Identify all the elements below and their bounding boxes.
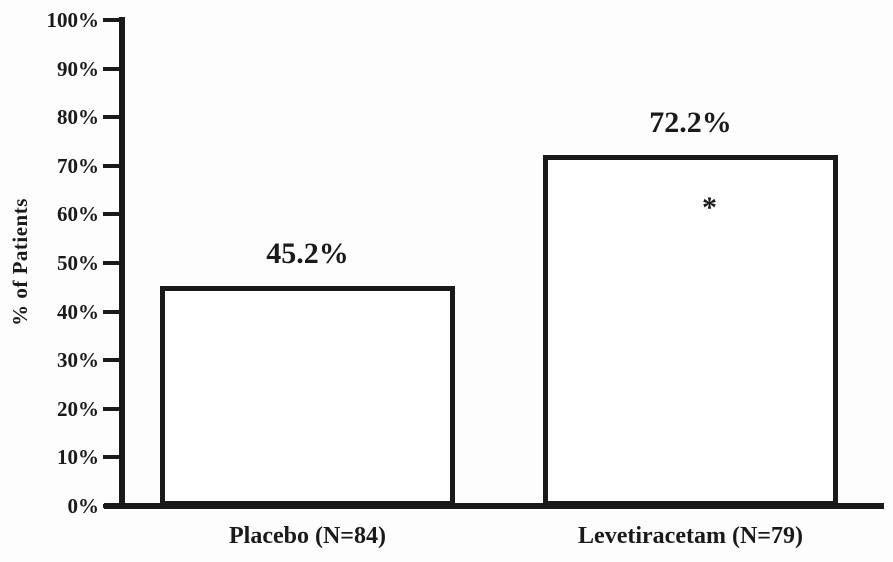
y-tick-label: 60% [57,202,99,227]
y-tick-mark [103,455,121,460]
y-tick-mark [103,66,121,71]
significance-asterisk: * [702,191,717,225]
y-axis-line [119,17,125,509]
y-tick-label: 90% [57,56,99,81]
y-tick-label: 70% [57,153,99,178]
y-tick-mark [103,115,121,120]
y-tick-label: 50% [57,251,99,275]
y-tick-mark [103,309,121,314]
y-tick-mark [103,358,121,363]
y-tick-label: 30% [57,348,99,373]
y-tick-label: 80% [57,105,99,130]
y-tick-mark [103,504,121,508]
bar-2 [543,155,838,506]
x-category-label: Levetiracetam (N=79) [578,523,803,549]
bar-1 [160,286,455,506]
y-tick-mark [103,406,121,411]
y-tick-mark [103,18,121,22]
y-tick-label: 40% [57,299,99,324]
y-tick-label: 0% [67,494,100,518]
y-tick-mark [103,261,121,265]
y-tick-mark [103,163,121,168]
x-category-label: Placebo (N=84) [229,523,386,549]
y-tick-label: 100% [46,8,100,32]
x-axis-line [104,503,884,509]
y-tick-label: 10% [57,445,99,470]
bar-value-label: 45.2% [266,237,349,271]
y-tick-label: 20% [57,396,99,421]
bar-value-label: 72.2% [649,106,732,140]
y-tick-mark [103,212,121,217]
